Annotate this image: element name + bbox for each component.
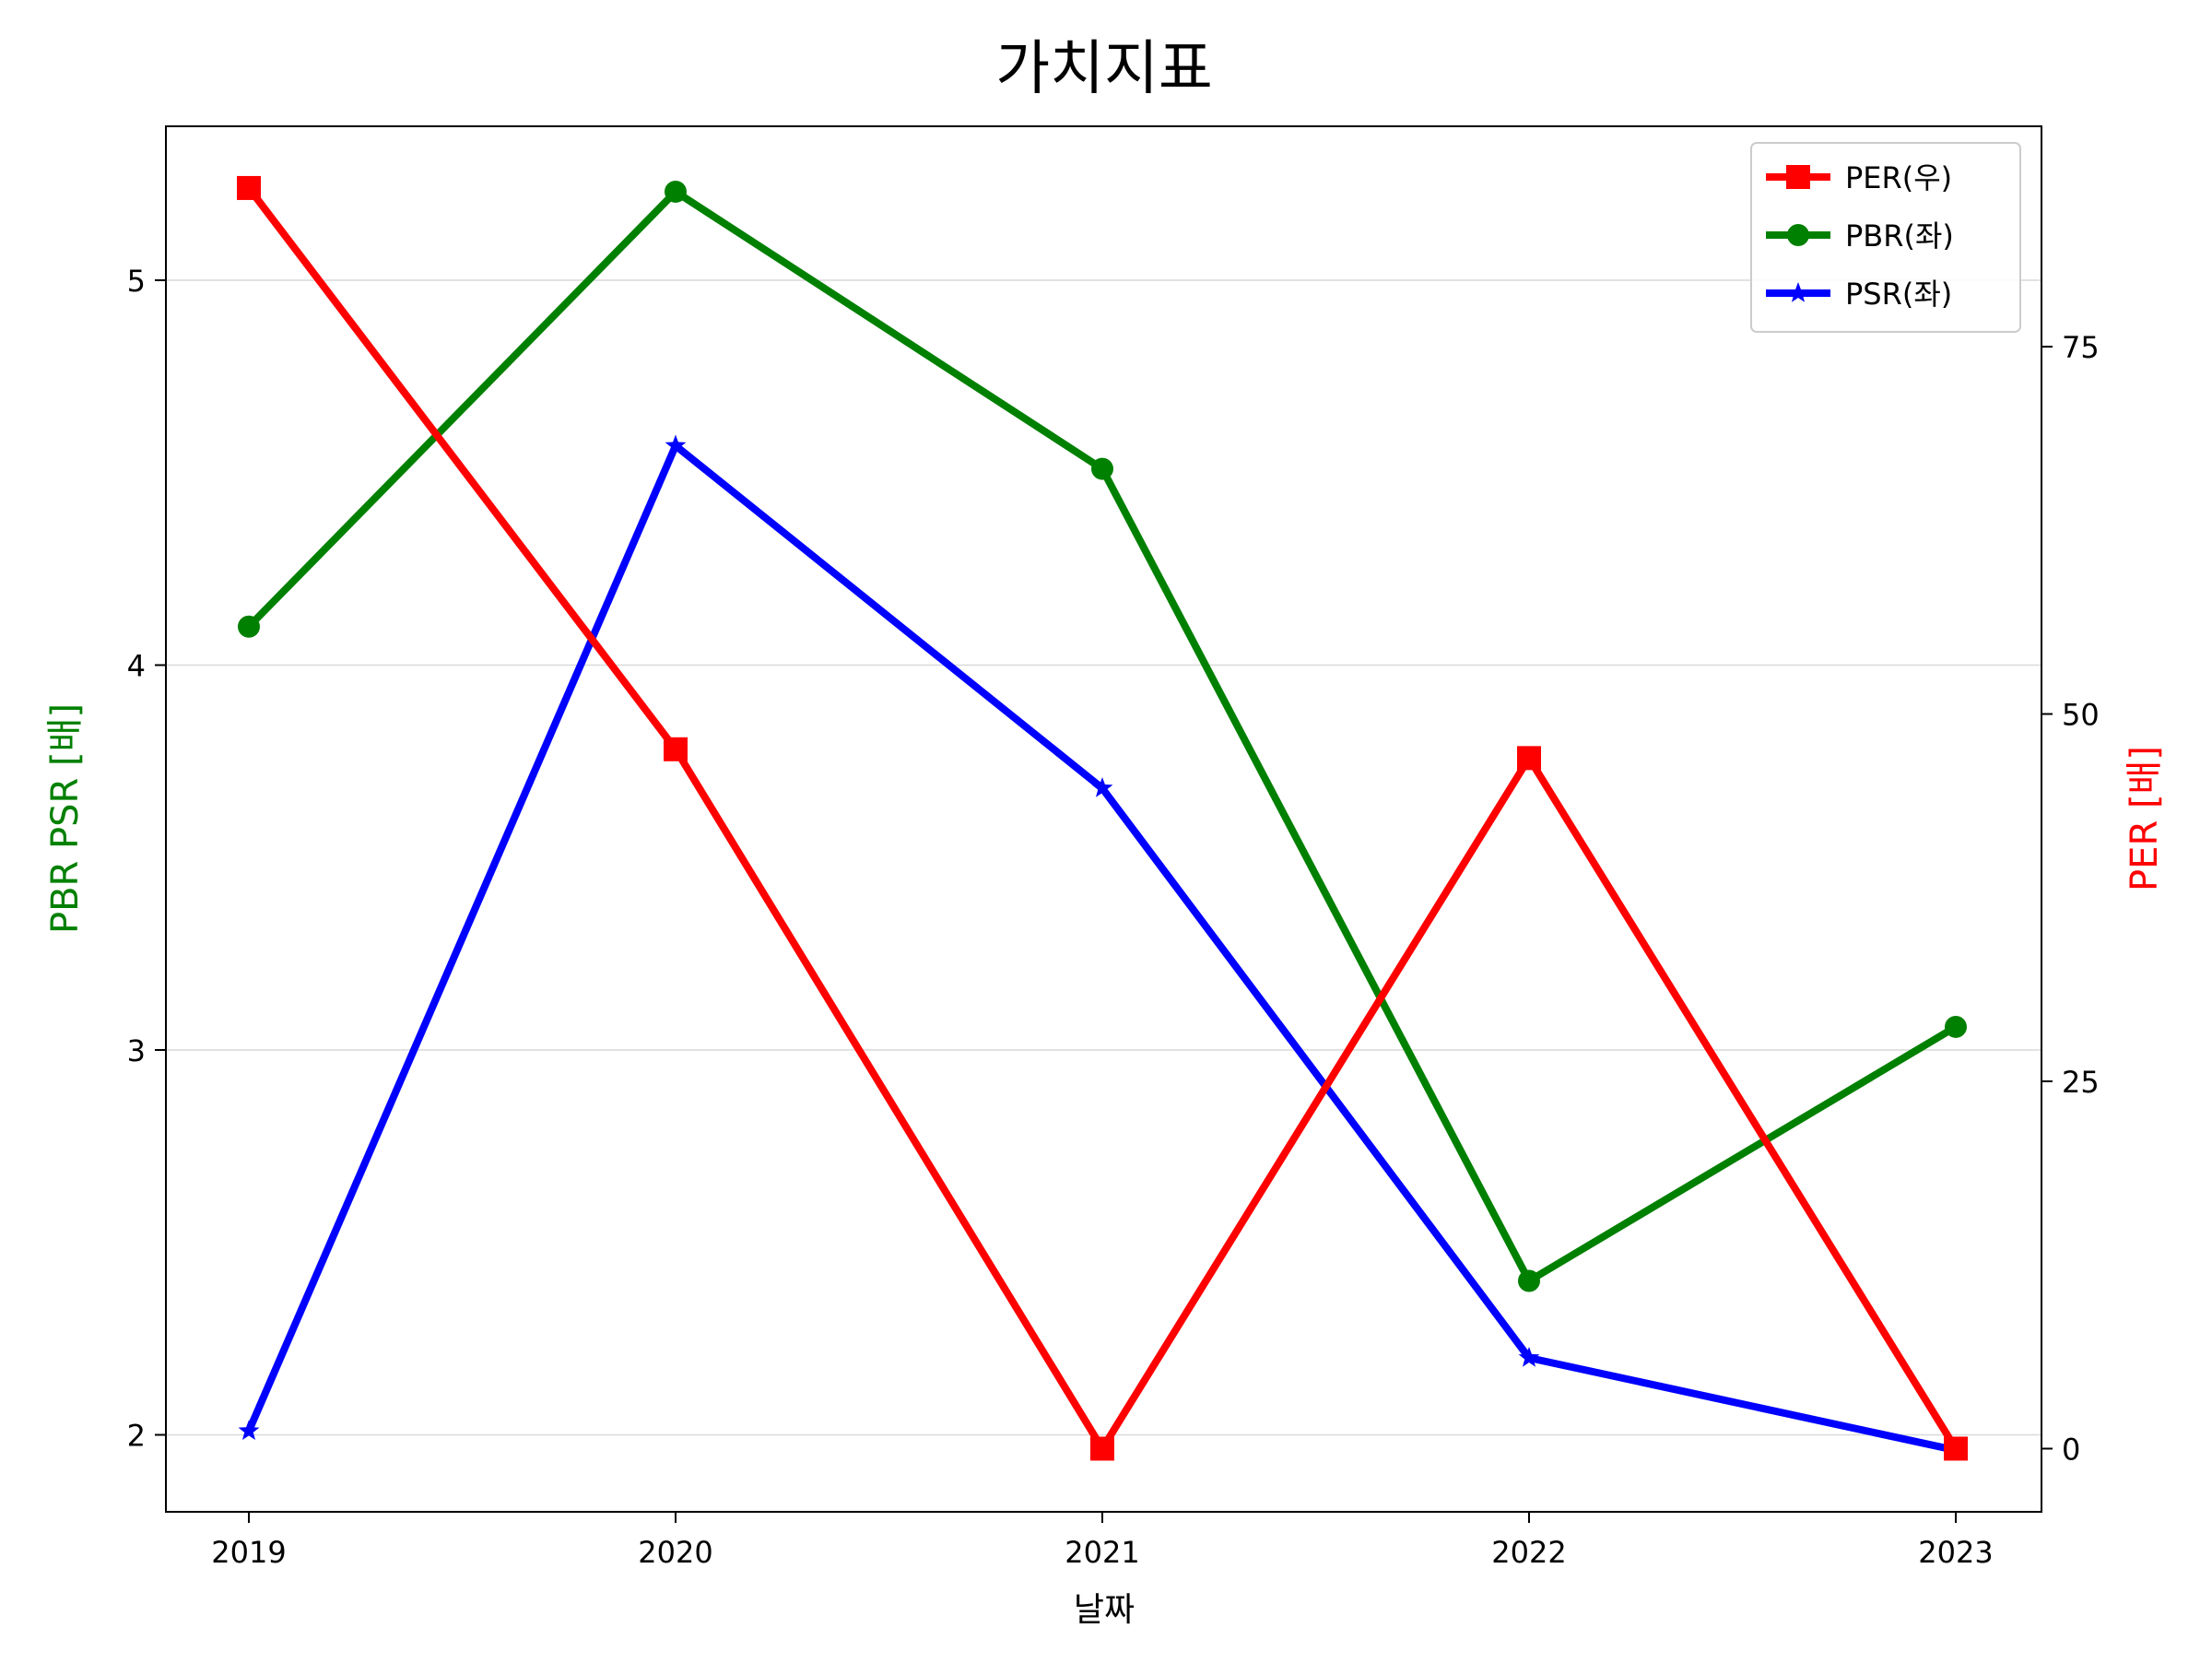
data-point-per <box>1090 1436 1114 1461</box>
x-axis-label: 날짜 <box>1074 1591 1135 1629</box>
data-point-per <box>664 737 688 761</box>
plot-frame <box>165 125 2042 1513</box>
legend-item-per: PER(우) <box>1766 160 1952 195</box>
data-point-psr <box>238 1420 260 1441</box>
left-axis-tick-label: 5 <box>127 264 146 299</box>
x-axis-tick-label: 2019 <box>211 1535 286 1570</box>
data-point-pbr <box>1091 457 1113 480</box>
right-axis-tick-label: 50 <box>2062 698 2100 733</box>
x-axis-tick-label: 2022 <box>1491 1535 1566 1570</box>
data-point-pbr <box>665 180 687 203</box>
legend-marker-psr <box>1787 282 1809 302</box>
data-point-per <box>1944 1436 1968 1461</box>
grid-lines <box>166 279 2041 1436</box>
left-axis-tick-label: 3 <box>127 1033 146 1068</box>
data-point-pbr <box>238 615 260 638</box>
data-point-per <box>1517 746 1541 771</box>
y-axis-label-right: PER [배] <box>2124 746 2166 891</box>
series-line-per <box>245 185 1959 1453</box>
legend-label-per: PER(우) <box>1845 160 1952 195</box>
data-point-psr <box>1091 777 1113 797</box>
legend-label-psr: PSR(좌) <box>1845 277 1952 312</box>
legend-item-pbr: PBR(좌) <box>1766 218 1954 254</box>
data-point-pbr <box>1945 1015 1967 1038</box>
data-point-psr <box>665 434 687 455</box>
series-layer <box>237 175 1968 1461</box>
right-axis-tick-label: 25 <box>2062 1065 2100 1100</box>
series-line-pbr <box>246 187 1959 1285</box>
legend-label-pbr: PBR(좌) <box>1845 218 1954 254</box>
series-line-psr <box>245 442 1957 1455</box>
data-point-psr <box>1518 1347 1540 1367</box>
data-point-per <box>237 175 261 200</box>
data-point-pbr <box>1518 1269 1540 1292</box>
right-axis-tick-label: 75 <box>2062 330 2100 365</box>
series-pbr <box>238 180 1967 1292</box>
right-axis-tick-label: 0 <box>2062 1432 2080 1467</box>
legend: PER(우) PBR(좌) PSR(좌) <box>1750 142 2021 333</box>
chart-title: 가치지표 <box>995 35 1213 103</box>
y-axis-label-left: PBR PSR [배] <box>44 703 87 934</box>
x-axis-tick-label: 2021 <box>1065 1535 1139 1570</box>
series-per <box>237 175 1968 1461</box>
legend-marker-pbr <box>1787 224 1809 246</box>
legend-marker-per <box>1786 165 1810 189</box>
left-axis-tick-label: 4 <box>127 649 146 684</box>
legend-item-psr: PSR(좌) <box>1766 277 1952 312</box>
legend-items: PER(우) PBR(좌) PSR(좌) <box>1766 160 1954 312</box>
series-psr <box>238 434 1967 1459</box>
left-axis-tick-label: 2 <box>127 1419 146 1454</box>
legend-frame <box>1750 142 2021 333</box>
x-axis-tick-label: 2023 <box>1918 1535 1993 1570</box>
x-axis-tick-label: 2020 <box>638 1535 712 1570</box>
